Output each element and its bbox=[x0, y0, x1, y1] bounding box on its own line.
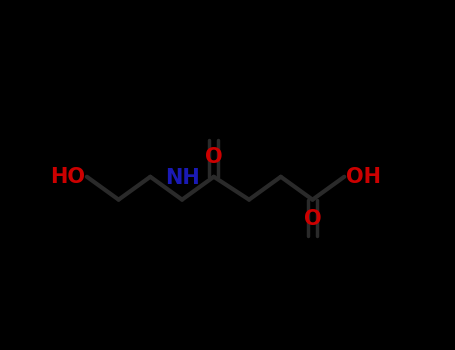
Text: HO: HO bbox=[50, 167, 85, 187]
Text: O: O bbox=[304, 209, 321, 229]
Text: OH: OH bbox=[346, 167, 381, 187]
Text: NH: NH bbox=[165, 168, 199, 188]
Text: O: O bbox=[205, 147, 222, 167]
